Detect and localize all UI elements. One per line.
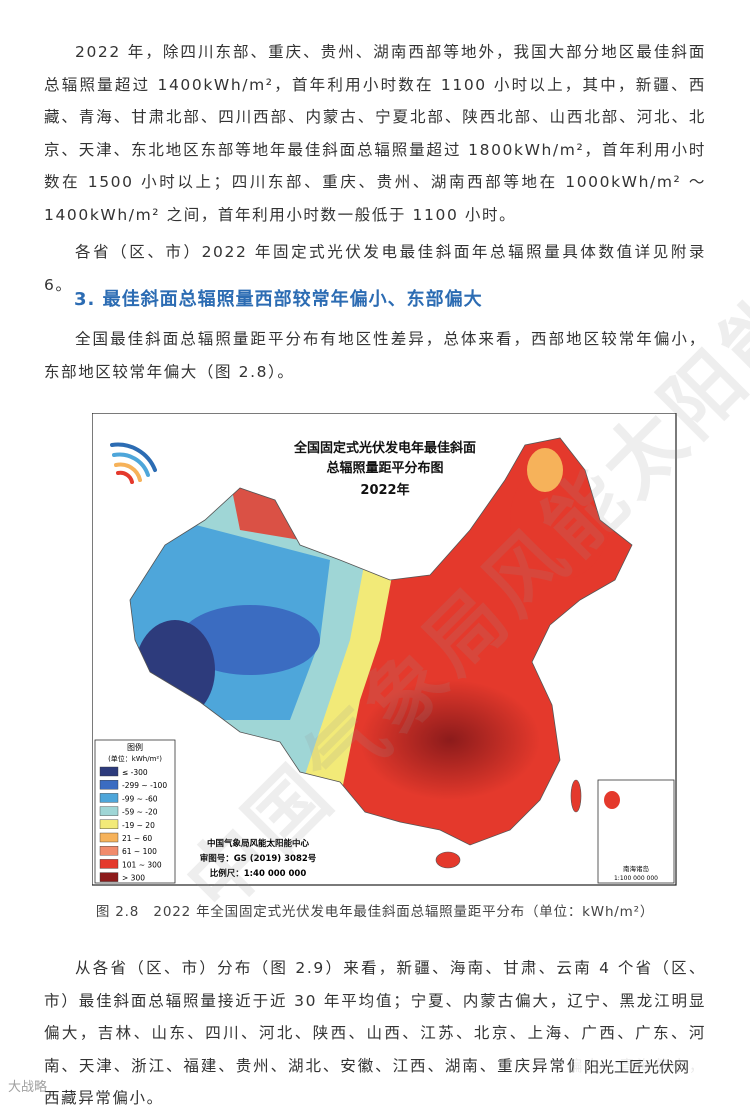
logo [110,442,157,484]
legend-label: -99 ~ -60 [122,794,158,803]
inset-island [604,791,620,809]
legend-label: -19 ~ 20 [122,821,155,830]
legend: 图例 (单位：kWh/m²) ≤ -300 -299 ~ -100 -99 ~ -6… [94,739,176,884]
legend-title: 图例 [127,742,143,752]
legend-swatch [99,846,119,856]
legend-unit: (单位：kWh/m²) [108,754,162,763]
paragraph: 从各省（区、市）分布（图 2.9）来看，新疆、海南、甘肃、云南 4 个省（区、市… [44,959,706,1108]
footer-brand: 阳光工匠光伏网 [574,1054,700,1080]
legend-label: 21 ~ 60 [122,834,152,843]
map-figure: 全国固定式光伏发电年最佳斜面 总辐照量距平分布图 2022年 图例 (单位：kW… [92,413,677,886]
inset-scale: 1:100 000 000 [614,875,658,882]
paragraph: 全国最佳斜面总辐照量距平分布有地区性差异，总体来看，西部地区较常年偏小，东部地区… [44,330,706,381]
legend-swatch [99,766,119,777]
legend-label: 101 ~ 300 [122,860,162,869]
footer-watermark: 大战略 [8,1080,48,1095]
credit: 中国气象局风能太阳能中心 [207,838,310,849]
paragraph: 各省（区、市）2022 年固定式光伏发电最佳斜面年总辐照量具体数值详见附录 6。 [44,243,706,294]
inset-label: 南海诸岛 [623,864,649,873]
border [129,437,633,846]
legend-label: > 300 [122,874,145,883]
paragraph: 2022 年，除四川东部、重庆、贵州、湖南西部等地外，我国大部分地区最佳斜面总辐… [44,43,706,224]
legend-swatch [99,793,119,803]
credit: 比例尺：1:40 000 000 [210,868,307,879]
legend-swatch [99,819,119,829]
legend-swatch [99,872,119,882]
legend-label: 61 ~ 100 [122,847,157,856]
legend-label: -59 ~ -20 [122,808,158,817]
hainan [435,851,461,869]
credit: 审图号：GS (2019) 3082号 [200,853,317,864]
legend-swatch [99,780,119,790]
taiwan [570,779,582,813]
map-title: 总辐照量距平分布图 [326,460,443,476]
legend-swatch [99,806,119,816]
map-title: 2022年 [360,482,409,498]
legend-swatch [99,859,119,869]
figure-caption: 图 2.8 2022 年全国固定式光伏发电年最佳斜面总辐照量距平分布（单位：kW… [95,904,655,920]
legend-label: ≤ -300 [122,768,148,777]
legend-swatch [99,832,119,843]
section-heading: 3. 最佳斜面总辐照量西部较常年偏小、东部偏大 [74,289,483,310]
legend-label: -299 ~ -100 [122,781,167,790]
map-title: 全国固定式光伏发电年最佳斜面 [293,440,476,456]
